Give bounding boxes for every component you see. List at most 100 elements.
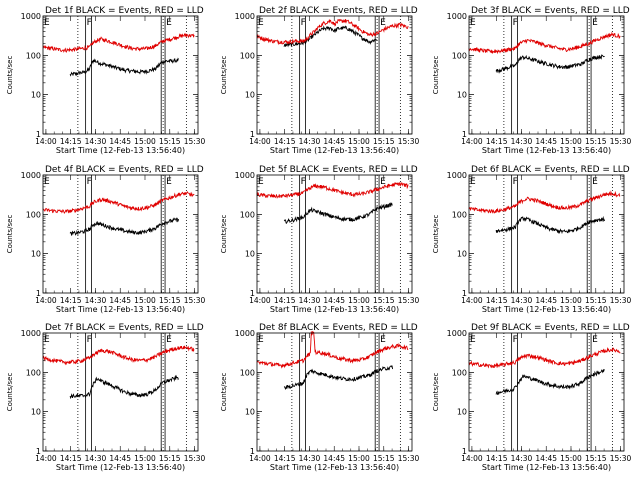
- y-tick-label: 100: [240, 51, 255, 60]
- x-axis-label: Start Time (12-Feb-13 13:56:40): [270, 463, 399, 472]
- x-tick-label: 15:00: [560, 137, 582, 146]
- events-series-line: [495, 368, 605, 395]
- x-tick-label: 14:00: [249, 296, 271, 305]
- x-tick-label: 15:15: [159, 137, 181, 146]
- y-tick-label: 10: [31, 408, 41, 417]
- y-tick-label: 100: [240, 368, 255, 377]
- y-tick-label: 1000: [447, 171, 467, 180]
- panel-det-3: Det 3f BLACK = Events, RED = LLD E F E 1 10 10…: [432, 6, 632, 155]
- x-axis-label: Start Time (12-Feb-13 13:56:40): [270, 146, 399, 155]
- x-tick-label: 14:00: [249, 137, 271, 146]
- flare-marker-label: F: [87, 177, 92, 187]
- y-tick-label: 10: [457, 408, 467, 417]
- x-tick-label: 14:45: [109, 137, 131, 146]
- y-axis-label: Counts/sec: [6, 215, 14, 254]
- flare-marker-label: F: [301, 177, 306, 187]
- x-tick-label: 15:00: [134, 137, 156, 146]
- x-tick-label: 14:45: [109, 454, 131, 463]
- lld-series-line: [468, 31, 621, 55]
- x-tick-label: 14:45: [323, 137, 345, 146]
- lld-series-line: [256, 331, 409, 369]
- panel-det-9: Det 9f BLACK = Events, RED = LLD E F E 1 10 10…: [432, 323, 632, 472]
- x-tick-label: 14:30: [511, 137, 533, 146]
- x-tick-label: 15:30: [398, 296, 420, 305]
- flare-marker-label: F: [87, 335, 92, 345]
- panel-title: Det 7f BLACK = Events, RED = LLD: [45, 323, 204, 333]
- x-tick-label: 14:00: [461, 137, 483, 146]
- corner-label: E: [470, 18, 476, 28]
- y-tick-label: 1: [36, 130, 41, 139]
- x-tick-label: 14:30: [299, 137, 321, 146]
- end-marker-label: E: [380, 18, 386, 28]
- x-tick-label: 14:45: [323, 296, 345, 305]
- events-series-line: [495, 215, 606, 235]
- y-tick-label: 10: [245, 408, 255, 417]
- plot-frame: [256, 15, 413, 135]
- events-series-line: [69, 57, 179, 77]
- end-marker-label: E: [380, 335, 386, 345]
- x-tick-label: 14:00: [461, 454, 483, 463]
- plot-frame: [468, 15, 625, 135]
- x-tick-label: 15:15: [159, 296, 181, 305]
- panel-title: Det 1f BLACK = Events, RED = LLD: [45, 6, 204, 16]
- y-tick-label: 100: [240, 210, 255, 219]
- lld-series-line: [256, 18, 409, 46]
- y-tick-label: 100: [452, 51, 467, 60]
- x-tick-label: 14:45: [109, 296, 131, 305]
- panel-det-2: Det 2f BLACK = Events, RED = LLD E F E 1 10 10…: [220, 6, 420, 155]
- y-axis-label: Counts/sec: [432, 373, 440, 412]
- x-tick-label: 14:15: [60, 137, 82, 146]
- panel-det-7: Det 7f BLACK = Events, RED = LLD E F E 1 10 10…: [6, 323, 206, 472]
- y-tick-label: 1000: [447, 329, 467, 338]
- x-tick-label: 15:00: [348, 296, 370, 305]
- x-tick-label: 14:15: [486, 137, 508, 146]
- y-axis-label: Counts/sec: [220, 56, 228, 95]
- y-tick-label: 1: [250, 447, 255, 456]
- x-tick-label: 14:30: [85, 296, 107, 305]
- plot-frame: [256, 174, 413, 294]
- x-tick-label: 15:00: [134, 296, 156, 305]
- x-tick-label: 15:30: [184, 296, 206, 305]
- x-axis-label: Start Time (12-Feb-13 13:56:40): [482, 305, 611, 314]
- x-axis-label: Start Time (12-Feb-13 13:56:40): [482, 463, 611, 472]
- corner-label: E: [44, 177, 50, 187]
- lld-series-line: [468, 190, 621, 214]
- y-axis-label: Counts/sec: [220, 373, 228, 412]
- x-tick-label: 14:15: [486, 454, 508, 463]
- flare-marker-label: F: [513, 177, 518, 187]
- x-tick-label: 15:15: [373, 454, 395, 463]
- end-marker-label: E: [166, 177, 172, 187]
- flare-marker-label: F: [301, 18, 306, 28]
- corner-label: E: [470, 177, 476, 187]
- plot-frame: [42, 15, 199, 135]
- lld-series-line: [256, 181, 409, 199]
- x-tick-label: 15:00: [348, 137, 370, 146]
- x-tick-label: 15:15: [373, 296, 395, 305]
- panel-title: Det 6f BLACK = Events, RED = LLD: [471, 165, 630, 175]
- panel-det-6: Det 6f BLACK = Events, RED = LLD E F E 1 10 10…: [432, 165, 632, 314]
- y-tick-label: 1: [462, 130, 467, 139]
- panel-title: Det 4f BLACK = Events, RED = LLD: [45, 165, 204, 175]
- plot-frame: [256, 332, 413, 452]
- y-tick-label: 1000: [235, 329, 255, 338]
- x-tick-label: 14:00: [35, 137, 57, 146]
- panel-title: Det 5f BLACK = Events, RED = LLD: [259, 165, 418, 175]
- panel-title: Det 3f BLACK = Events, RED = LLD: [471, 6, 630, 16]
- end-marker-label: E: [166, 18, 172, 28]
- x-tick-label: 14:30: [511, 296, 533, 305]
- y-tick-label: 1000: [21, 329, 41, 338]
- x-tick-label: 14:15: [60, 296, 82, 305]
- x-tick-label: 15:00: [560, 296, 582, 305]
- events-series-line: [69, 217, 180, 236]
- x-tick-label: 14:15: [486, 296, 508, 305]
- panel-det-4: Det 4f BLACK = Events, RED = LLD E F E 1 10 10…: [6, 165, 206, 314]
- x-tick-label: 14:00: [461, 296, 483, 305]
- x-tick-label: 15:15: [373, 137, 395, 146]
- end-marker-label: E: [166, 335, 172, 345]
- corner-label: E: [258, 177, 264, 187]
- x-tick-label: 14:15: [274, 296, 296, 305]
- x-tick-label: 14:00: [35, 454, 57, 463]
- x-tick-label: 14:30: [299, 454, 321, 463]
- y-tick-label: 1: [36, 447, 41, 456]
